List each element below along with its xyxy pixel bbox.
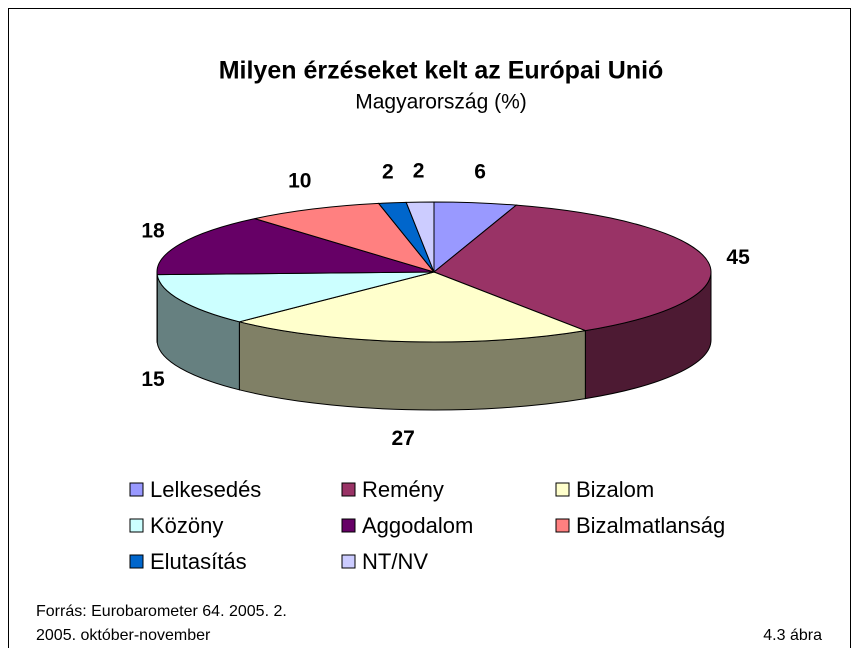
figure-label: 4.3 ábra <box>763 627 822 644</box>
legend-label: Bizalom <box>576 477 654 502</box>
legend-swatch <box>341 554 356 569</box>
legend-label: Bizalmatlanság <box>576 513 725 538</box>
legend-label: Lelkesedés <box>150 477 261 502</box>
data-label: 10 <box>288 170 311 193</box>
data-label: 18 <box>141 219 165 242</box>
data-label: 27 <box>392 427 415 450</box>
legend-label: Remény <box>362 477 444 502</box>
legend: Lelkesedés Remény Bizalom Közöny Aggodalom Bi… <box>129 477 725 574</box>
data-label: 2 <box>382 161 394 184</box>
pie-slice <box>254 202 436 273</box>
data-label: 2 <box>413 160 425 183</box>
source-note: Forrás: Eurobarometer 64. 2005. 2. <box>36 603 287 620</box>
legend-swatch <box>129 554 144 569</box>
legend-swatch <box>129 482 144 497</box>
legend-swatch <box>555 482 570 497</box>
legend-label: Közöny <box>150 513 223 538</box>
pie-slice <box>156 271 435 323</box>
pie-slice <box>433 204 712 332</box>
legend-label: Elutasítás <box>150 549 247 574</box>
legend-swatch <box>341 518 356 533</box>
data-label: 6 <box>474 161 486 184</box>
pie-slice <box>239 271 588 343</box>
legend-swatch <box>555 518 570 533</box>
pie: 6 45 27 15 18 10 2 2 <box>141 160 750 450</box>
chart-subtitle: Magyarország (%) <box>355 91 527 114</box>
data-label: 15 <box>141 368 165 391</box>
date-note: 2005. október-november <box>36 627 211 644</box>
legend-swatch <box>341 482 356 497</box>
pie-slice <box>405 201 435 273</box>
pie-slice <box>156 218 435 276</box>
chart-title: Milyen érzéseket kelt az Európai Unió <box>219 57 664 85</box>
legend-swatch <box>129 518 144 533</box>
legend-label: Aggodalom <box>362 513 473 538</box>
data-label: 45 <box>726 246 750 269</box>
legend-label: NT/NV <box>362 549 428 574</box>
